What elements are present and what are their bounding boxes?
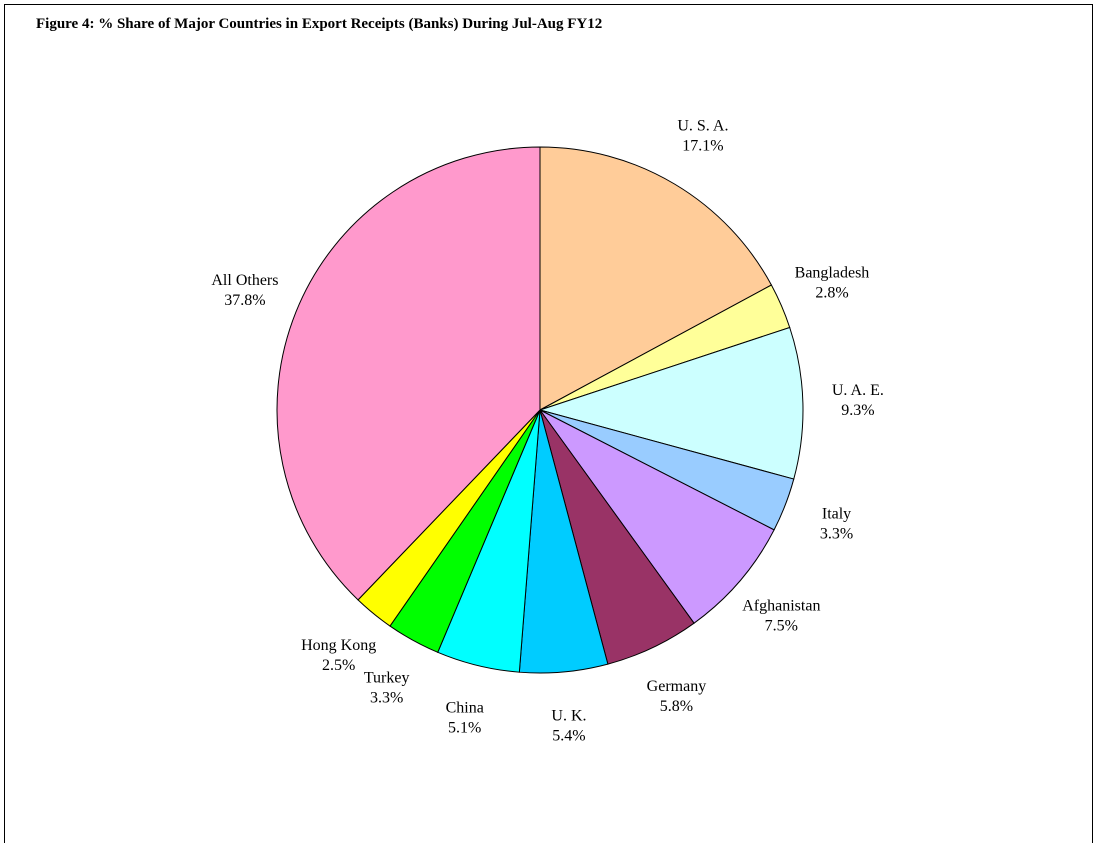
pie-slice	[539, 146, 773, 411]
slice-label: U. A. E.	[832, 382, 884, 399]
slice-value-label: 9.3%	[841, 402, 874, 419]
pie-slice	[538, 326, 804, 480]
slice-value-label: 5.1%	[448, 720, 481, 737]
slice-value-label: 5.8%	[660, 698, 693, 715]
pie-slice	[539, 409, 775, 624]
slice-value-label: 3.3%	[820, 526, 853, 543]
slice-value-label: 3.3%	[370, 689, 403, 706]
slice-label: China	[446, 700, 484, 717]
pie-slice	[276, 146, 541, 601]
chart-title: Figure 4: % Share of Major Countries in …	[36, 16, 602, 32]
slice-value-label: 37.8%	[224, 292, 265, 309]
slice-label: Germany	[647, 678, 707, 695]
slice-label: U. S. A.	[677, 118, 728, 135]
slice-value-label: 17.1%	[682, 138, 723, 155]
slice-value-label: 2.5%	[322, 657, 355, 674]
slice-label: Turkey	[364, 669, 410, 686]
slice-label: Bangladesh	[795, 265, 870, 282]
slice-label: Afghanistan	[742, 598, 820, 615]
slice-label: U. K.	[551, 707, 586, 724]
slice-label: Italy	[822, 506, 851, 523]
slice-label: Hong Kong	[301, 637, 376, 654]
slice-label: All Others	[211, 272, 278, 289]
slice-value-label: 7.5%	[765, 618, 798, 635]
slice-value-label: 5.4%	[552, 727, 585, 744]
slice-value-label: 2.8%	[815, 285, 848, 302]
